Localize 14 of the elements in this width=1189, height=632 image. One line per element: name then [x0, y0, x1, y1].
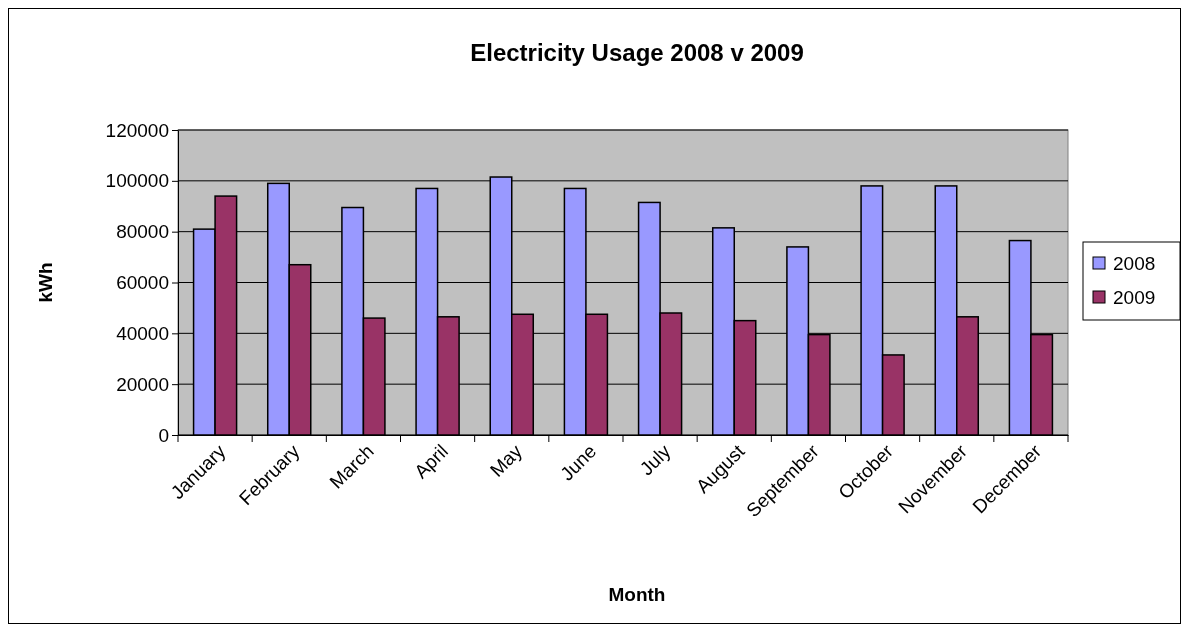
y-tick-label: 0	[158, 424, 169, 446]
y-tick-label: 80000	[116, 221, 169, 243]
legend-label: 2009	[1113, 287, 1156, 308]
x-tick-label: May	[485, 440, 527, 481]
y-axis-title: kWh	[35, 262, 56, 303]
y-tick-label: 20000	[116, 373, 169, 395]
x-tick-label: July	[635, 440, 675, 480]
legend-label: 2008	[1113, 253, 1156, 274]
chart-title: Electricity Usage 2008 v 2009	[470, 39, 804, 66]
y-tick-label: 120000	[105, 119, 169, 141]
y-tick-label: 40000	[116, 322, 169, 344]
x-axis-title: Month	[608, 584, 666, 605]
y-tick-label: 60000	[116, 272, 169, 294]
y-tick-label: 100000	[105, 170, 169, 192]
